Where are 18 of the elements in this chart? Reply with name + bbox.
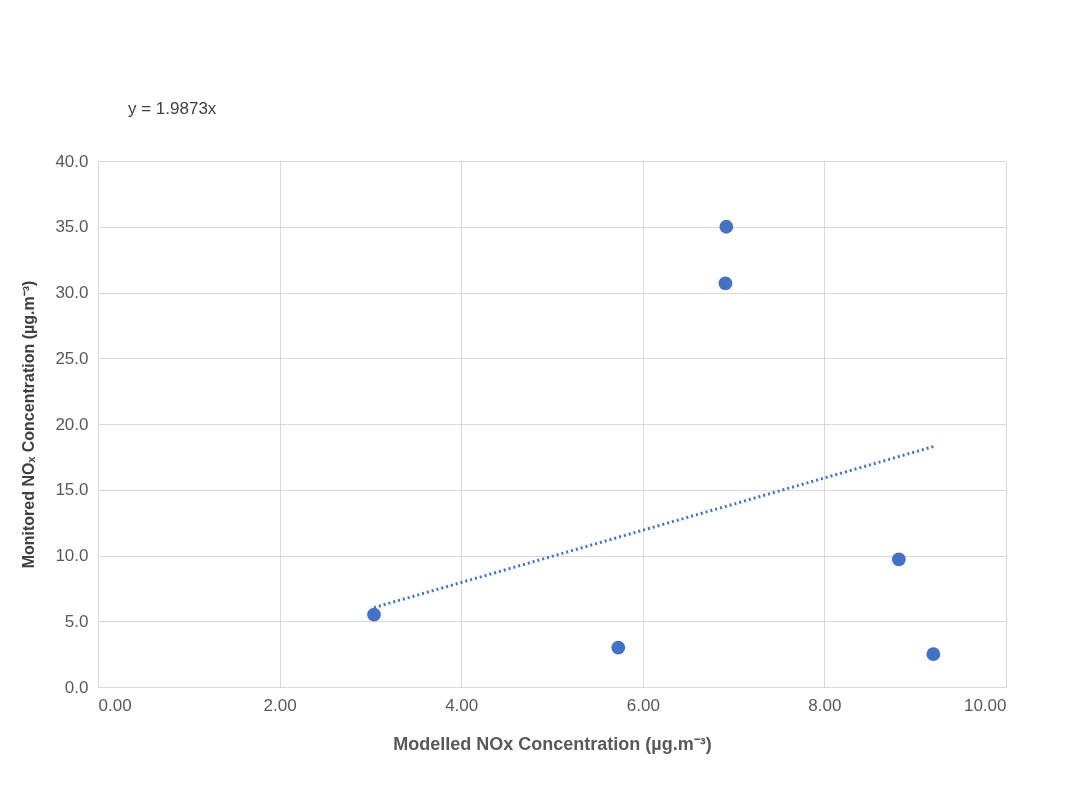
- x-tick-label: 2.00: [263, 695, 297, 715]
- y-tick-label: 30.0: [55, 283, 89, 302]
- y-tick-label: 5.0: [64, 611, 89, 631]
- x-tick-label: 10.00: [963, 695, 1007, 715]
- y-tick-label: 10.0: [55, 546, 89, 565]
- x-tick-label: 4.00: [445, 695, 479, 715]
- y-tick-label: 0.0: [64, 677, 89, 697]
- y-tick-label: 20.0: [55, 414, 89, 434]
- y-tick-label: 15.0: [55, 480, 89, 500]
- x-tick-label: 6.00: [626, 695, 660, 715]
- y-tick-label: 40.0: [55, 151, 89, 171]
- text: y = 1.9873x: [128, 99, 217, 118]
- y-tick-label: 25.0: [55, 348, 89, 368]
- x-axis-title: Modelled NOx Concentration (µg.m⁻³): [393, 733, 712, 754]
- y-tick-label: 35.0: [55, 217, 89, 237]
- y-axis-title: Monitored NOₓ Concentration (µg.m⁻³): [20, 280, 38, 569]
- x-tick-label: 8.00: [808, 695, 842, 715]
- x-tick-label: 0.00: [98, 695, 132, 715]
